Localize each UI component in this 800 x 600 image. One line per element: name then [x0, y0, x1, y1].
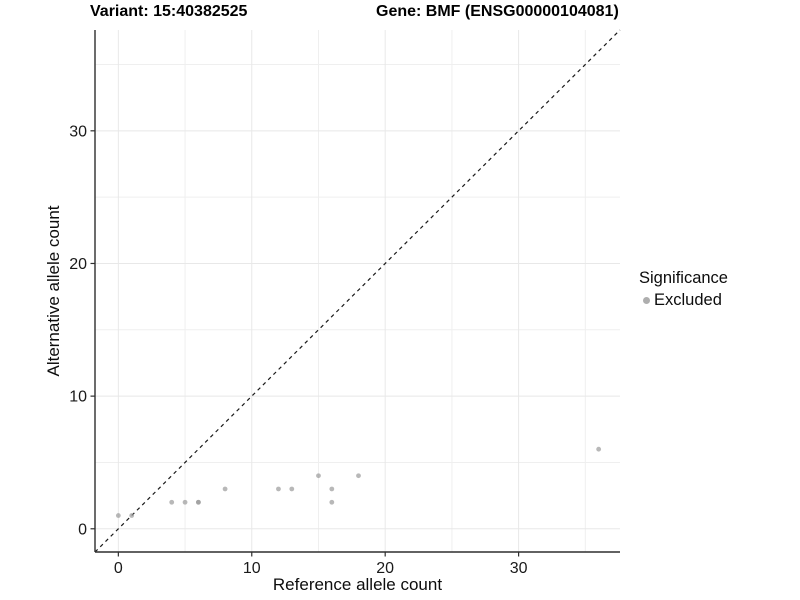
gene-title: Gene: BMF (ENSG00000104081)	[376, 3, 619, 20]
data-point	[596, 446, 602, 452]
y-tick-label: 20	[69, 256, 87, 273]
data-point	[169, 499, 175, 505]
data-point	[182, 499, 188, 505]
data-point	[356, 473, 361, 479]
legend-item-label: Excluded	[654, 291, 722, 309]
x-axis-title: Reference allele count	[272, 575, 443, 594]
x-tick-label: 30	[510, 560, 528, 577]
data-point	[329, 486, 335, 492]
y-tick-label: 10	[69, 389, 87, 406]
x-tick-label: 0	[114, 560, 123, 577]
data-point	[289, 486, 295, 492]
data-point	[195, 499, 201, 505]
x-tick-label: 20	[376, 560, 394, 577]
y-tick-label: 30	[69, 123, 87, 140]
excluded-point-icon	[643, 297, 650, 304]
data-point	[129, 513, 135, 518]
legend: Significance Excluded	[637, 269, 728, 310]
identity-line	[94, 29, 621, 553]
y-tick-label: 0	[78, 521, 87, 538]
x-tick-label: 10	[243, 560, 261, 577]
data-point	[115, 513, 121, 518]
y-axis-title: Alternative allele count	[44, 205, 63, 377]
data-point	[276, 486, 281, 492]
data-point	[222, 486, 228, 492]
legend-item-excluded: Excluded	[637, 291, 728, 310]
data-point	[316, 473, 321, 479]
variant-title: Variant: 15:40382525	[90, 3, 248, 20]
data-point	[329, 499, 335, 505]
legend-title: Significance	[639, 269, 728, 287]
